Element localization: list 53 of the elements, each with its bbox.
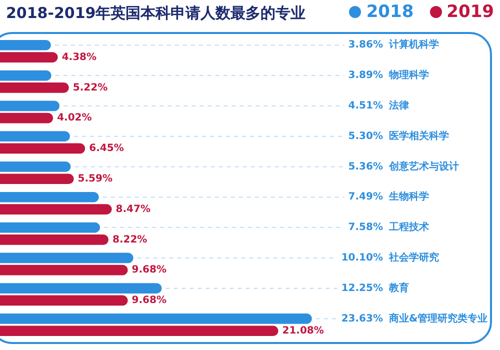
- data-label: 5.30%: [348, 130, 383, 142]
- data-label: 4.02%: [57, 112, 92, 124]
- bar: [0, 82, 69, 93]
- data-label: 4.38%: [62, 52, 97, 63]
- legend-label: 2018: [366, 2, 414, 22]
- bar: [0, 314, 312, 324]
- data-label: 5.36%: [348, 161, 383, 172]
- bar: [0, 52, 58, 62]
- bar: [0, 295, 128, 306]
- data-label: 23.63%: [341, 313, 383, 324]
- bar: [0, 234, 109, 245]
- data-label: 21.08%: [282, 325, 324, 336]
- y-tick-label: 社会学研究: [388, 252, 439, 264]
- data-label: 9.68%: [132, 264, 166, 276]
- y-tick-label: 法律: [388, 100, 409, 112]
- y-tick-label: 生物科学: [388, 190, 429, 203]
- bar: [0, 131, 70, 142]
- bar: [0, 326, 278, 336]
- bar: [0, 100, 60, 112]
- data-label: 5.22%: [72, 82, 108, 94]
- data-label: 12.25%: [341, 282, 383, 294]
- data-label: 10.10%: [341, 252, 383, 264]
- data-label: 8.22%: [112, 234, 148, 246]
- y-tick-label: 医学相关科学: [389, 130, 449, 142]
- data-label: 3.89%: [348, 70, 383, 82]
- data-label: 7.58%: [348, 222, 383, 234]
- bar: [0, 252, 134, 264]
- data-label: 8.47%: [116, 204, 151, 215]
- y-tick-label: 工程技术: [388, 221, 430, 234]
- data-label: 3.86%: [348, 40, 383, 51]
- bar: [0, 283, 162, 294]
- chart-title: 2018-2019年英国本科申请人数最多的专业: [6, 4, 306, 23]
- bar: [0, 143, 86, 154]
- data-label: 9.68%: [132, 295, 166, 306]
- legend-label: 2019: [446, 2, 494, 22]
- y-tick-label: 创意艺术与设计: [388, 160, 459, 172]
- y-tick-label: 商业&管理研究类专业: [388, 312, 488, 324]
- bar: [0, 174, 74, 184]
- bar: [0, 112, 54, 124]
- data-label: 5.59%: [78, 173, 112, 184]
- y-tick-label: 教育: [388, 282, 409, 294]
- y-tick-label: 计算机科学: [388, 38, 439, 51]
- data-label: 4.51%: [348, 100, 383, 112]
- bar: [0, 192, 99, 202]
- data-label: 6.45%: [89, 143, 124, 154]
- bar: [0, 162, 71, 172]
- bar: [0, 70, 52, 81]
- bar: [0, 222, 100, 233]
- bar: [0, 40, 51, 50]
- bar: [0, 204, 112, 214]
- bar: [0, 264, 128, 276]
- y-tick-label: 物理科学: [388, 69, 429, 82]
- data-label: 7.49%: [348, 192, 383, 203]
